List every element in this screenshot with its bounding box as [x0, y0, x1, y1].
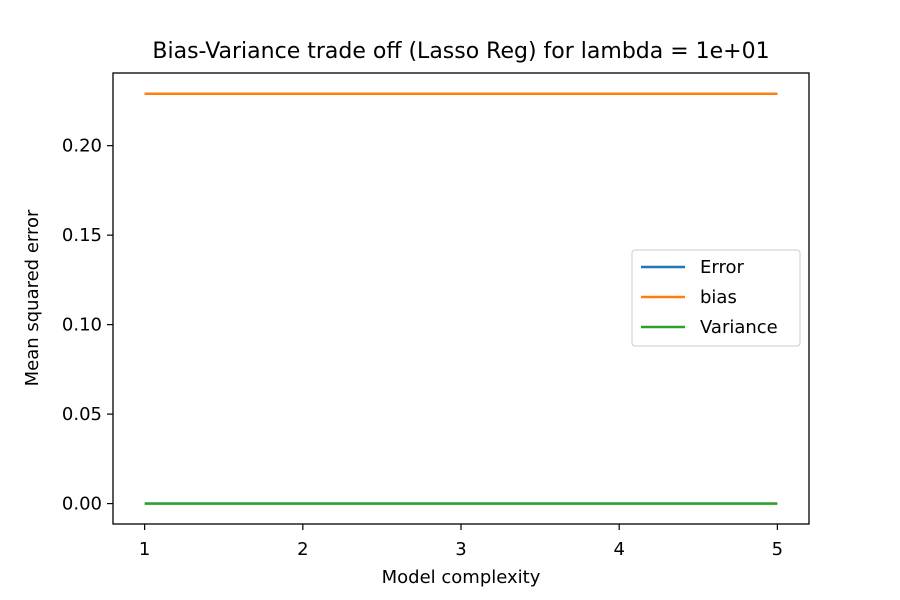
y-axis-ticks: 0.00 0.05 0.10 0.15 0.20: [62, 136, 113, 515]
y-tick-label: 0.05: [62, 404, 102, 425]
y-tick-label: 0.15: [62, 225, 102, 246]
x-axis-ticks: 1 2 3 4 5: [139, 524, 783, 560]
legend-label-variance: Variance: [700, 317, 778, 338]
chart-title: Bias-Variance trade off (Lasso Reg) for …: [152, 39, 769, 64]
series-layer: [144, 92, 778, 505]
y-tick-label: 0.20: [62, 136, 102, 157]
y-tick-label: 0.10: [62, 315, 102, 336]
x-axis-label: Model complexity: [382, 567, 541, 588]
x-tick-label: 3: [455, 539, 466, 560]
y-tick-label: 0.00: [62, 494, 102, 515]
x-tick-label: 1: [139, 539, 150, 560]
legend-label-bias: bias: [700, 287, 737, 308]
x-tick-label: 2: [297, 539, 308, 560]
legend-label-error: Error: [700, 257, 744, 278]
y-axis-label: Mean squared error: [22, 209, 43, 386]
x-tick-label: 4: [613, 539, 624, 560]
legend: Error bias Variance: [631, 249, 801, 347]
legend-box: [631, 249, 801, 347]
x-tick-label: 5: [772, 539, 783, 560]
